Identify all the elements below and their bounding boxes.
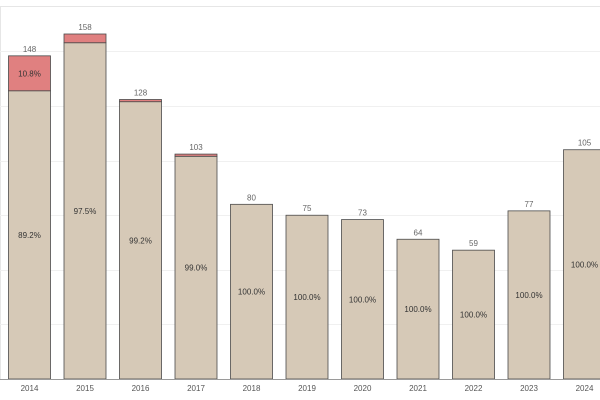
x-tick-2021: 2021 (409, 384, 427, 393)
bar-base-2017 (174, 155, 218, 380)
bar-top-2016 (119, 99, 162, 103)
x-tick-2017: 2017 (187, 384, 205, 393)
total-label-2022: 59 (469, 239, 478, 248)
bar-base-2019 (285, 214, 329, 380)
pct-label-base-2023: 100.0% (515, 291, 542, 300)
x-tick-2018: 2018 (243, 384, 261, 393)
bar-top-2017 (174, 153, 218, 157)
bar-top-2014 (8, 55, 51, 92)
bar-base-2023 (507, 210, 551, 380)
bar-base-2024 (563, 149, 600, 380)
x-tick-2024: 2024 (576, 384, 594, 393)
bar-base-2016 (119, 101, 162, 380)
x-tick-2015: 2015 (76, 384, 94, 393)
bar-top-2015 (63, 33, 107, 44)
total-label-2023: 77 (525, 200, 534, 209)
pct-label-base-2018: 100.0% (238, 288, 265, 297)
x-tick-2020: 2020 (354, 384, 372, 393)
total-label-2016: 128 (134, 89, 148, 98)
pct-label-base-2022: 100.0% (460, 311, 487, 320)
x-tick-2022: 2022 (465, 384, 483, 393)
total-label-2014: 148 (23, 45, 37, 54)
bar-base-2021 (396, 238, 440, 380)
pct-label-base-2021: 100.0% (404, 305, 431, 314)
label-layer: 148 89.2% 10.8% 158 97.5% 128 99.2% 103 99.0% 80 1… (18, 23, 598, 320)
x-tick-2016: 2016 (132, 384, 150, 393)
pct-label-base-2016: 99.2% (129, 236, 152, 245)
total-label-2021: 64 (414, 228, 423, 237)
total-label-2024: 105 (578, 139, 592, 148)
x-tick-2019: 2019 (298, 384, 316, 393)
bar-base-2014 (8, 90, 51, 380)
total-label-2019: 75 (303, 204, 312, 213)
pct-label-base-2014: 89.2% (18, 231, 41, 240)
pct-label-base-2017: 99.0% (185, 264, 208, 273)
x-tick-2014: 2014 (21, 384, 39, 393)
pct-label-base-2024: 100.0% (571, 260, 598, 269)
pct-label-base-2015: 97.5% (74, 207, 97, 216)
pct-label-base-2020: 100.0% (349, 295, 376, 304)
bar-base-2022 (452, 249, 495, 380)
x-tick-2023: 2023 (520, 384, 538, 393)
total-label-2017: 103 (189, 143, 203, 152)
axis-layer: 2014 2015 2016 2017 2018 2019 2020 2021 2022 2023… (0, 379, 600, 393)
total-label-2020: 73 (358, 209, 367, 218)
total-label-2018: 80 (247, 193, 256, 202)
total-label-2015: 158 (78, 23, 92, 32)
bar-base-2015 (63, 42, 107, 380)
pct-label-base-2019: 100.0% (293, 293, 320, 302)
pct-label-top-2014: 10.8% (18, 69, 41, 78)
bar-base-2020 (341, 219, 384, 380)
bar-layer (8, 33, 600, 380)
